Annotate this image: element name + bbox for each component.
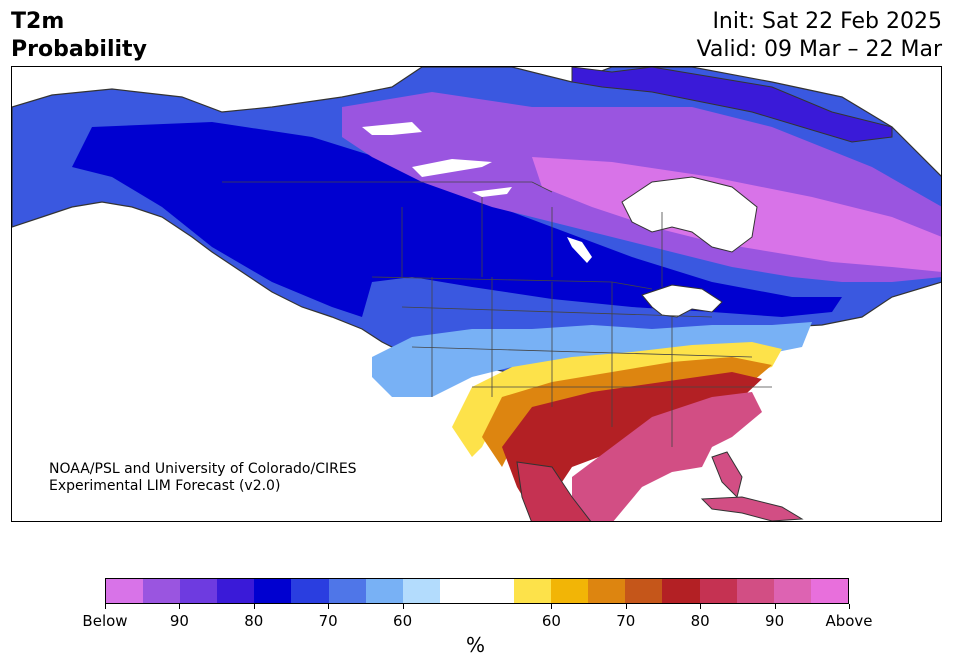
- colorbar-tick-mark: [105, 604, 106, 609]
- colorbar-tick-mark: [625, 604, 627, 609]
- colorbar-tick-mark: [551, 604, 553, 609]
- colorbar-tick-label: Below: [82, 612, 128, 630]
- credit-forecast-model: Experimental LIM Forecast (v2.0): [49, 478, 281, 494]
- colorbar-swatch: [699, 579, 737, 603]
- colorbar-tick-label: 80: [690, 612, 710, 630]
- colorbar-swatch: [476, 579, 515, 603]
- colorbar-swatch: [365, 579, 403, 603]
- colorbar-tick-label: 70: [616, 612, 636, 630]
- colorbar-tick-label: 60: [541, 612, 561, 630]
- arctic-islands: [571, 67, 893, 143]
- init-date: Init: Sat 22 Feb 2025: [712, 9, 942, 34]
- data-credit: NOAA/PSL and University of Colorado/CIRE…: [49, 461, 357, 495]
- florida: [711, 451, 743, 498]
- colorbar-tick-mark: [402, 604, 404, 609]
- credit-organization: NOAA/PSL and University of Colorado/CIRE…: [49, 461, 357, 477]
- colorbar-tick-label: 80: [244, 612, 264, 630]
- colorbar-swatch: [402, 579, 440, 603]
- colorbar-swatch: [625, 579, 663, 603]
- lake-winnipeg: [567, 237, 592, 263]
- colorbar-unit: %: [466, 633, 486, 657]
- colorbar-tick-label: 90: [765, 612, 785, 630]
- colorbar-tick-mark: [328, 604, 330, 609]
- colorbar-tick-mark: [179, 604, 181, 609]
- great-slave-lake: [412, 159, 492, 177]
- forecast-dates: Init: Sat 22 Feb 2025 Valid: 09 Mar – 22…: [697, 8, 942, 64]
- colorbar-tick-mark: [774, 604, 776, 609]
- great-bear-lake: [362, 122, 422, 135]
- colorbar-swatch: [180, 579, 218, 603]
- colorbar-swatch: [106, 579, 144, 603]
- colorbar-swatch: [588, 579, 626, 603]
- lake-athabasca: [472, 187, 512, 197]
- colorbar-swatch: [254, 579, 292, 603]
- colorbar-swatch: [328, 579, 366, 603]
- map-title: T2m Probability: [11, 8, 147, 64]
- colorbar-swatch: [514, 579, 552, 603]
- colorbar-swatch: [143, 579, 181, 603]
- political-borders: [222, 181, 772, 447]
- colorbar-tick-mark: [849, 604, 850, 609]
- colorbar-tick-label: 70: [318, 612, 338, 630]
- blue-band-80: [72, 122, 842, 317]
- colorbar-tick-mark: [253, 604, 255, 609]
- colorbar-tick-label: 60: [393, 612, 413, 630]
- great-lakes: [641, 284, 723, 318]
- colorbar-swatch: [773, 579, 811, 603]
- colorbar-swatch: [217, 579, 255, 603]
- colorbar-tick-label: 90: [169, 612, 189, 630]
- hudson-bay: [621, 176, 758, 253]
- map-canvas: [12, 67, 941, 521]
- cuba: [700, 496, 804, 521]
- title-variable: T2m: [11, 9, 65, 34]
- colorbar-tick-label: Above: [825, 612, 873, 630]
- colorbar-swatch: [736, 579, 774, 603]
- colorbar-tick-mark: [700, 604, 702, 609]
- probability-map: [11, 66, 942, 522]
- valid-range: Valid: 09 Mar – 22 Mar: [696, 37, 942, 62]
- colorbar-swatch: [551, 579, 589, 603]
- colorbar-swatch: [439, 579, 477, 603]
- mexico-landmass: [516, 461, 592, 521]
- warm-band-90: [572, 392, 762, 521]
- colorbar-swatch: [291, 579, 329, 603]
- colorbar-swatch: [662, 579, 700, 603]
- colorbar: [105, 578, 849, 604]
- title-product: Probability: [11, 37, 147, 62]
- colorbar-swatch: [810, 579, 848, 603]
